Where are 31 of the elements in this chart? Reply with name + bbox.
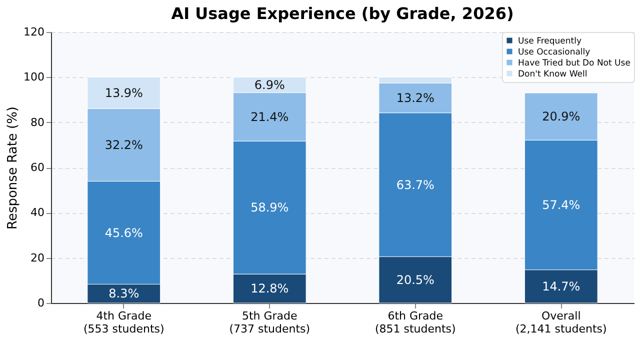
data-label: 13.2% — [396, 90, 434, 105]
y-tick-label: 0 — [38, 296, 44, 310]
y-axis-title: Response Rate (%) — [6, 106, 21, 230]
data-label: 6.9% — [254, 78, 285, 92]
data-label: 21.4% — [250, 110, 289, 124]
data-label: 20.5% — [396, 272, 434, 287]
y-tick-label: 60 — [30, 161, 44, 174]
data-label: 57.4% — [542, 198, 580, 212]
y-tick-label: 20 — [30, 251, 44, 264]
data-label: 13.9% — [104, 86, 143, 100]
legend-label: Don't Know Well — [518, 70, 588, 80]
data-label: 58.9% — [250, 200, 289, 215]
data-label: 8.3% — [108, 286, 140, 301]
x-tick-label: Overall (2,141 students) — [515, 310, 607, 336]
y-tick-label: 100 — [24, 70, 44, 84]
x-tick-label: 6th Grade (851 students) — [374, 310, 456, 336]
y-tick-label: 120 — [24, 26, 44, 38]
legend-label: Use Frequently — [518, 36, 582, 46]
legend-label: Use Occasionally — [518, 48, 590, 58]
x-tick-label: 5th Grade (737 students) — [229, 310, 310, 336]
data-label: 20.9% — [542, 110, 580, 124]
data-label: 32.2% — [104, 138, 143, 152]
legend-label: Have Tried but Do Not Use — [518, 58, 630, 68]
y-tick-label: 40 — [30, 206, 44, 220]
data-label: 14.7% — [542, 279, 580, 294]
data-label: 12.8% — [250, 282, 289, 296]
x-tick-label: 4th Grade (553 students) — [83, 310, 164, 336]
data-label: 45.6% — [104, 226, 143, 240]
y-tick-label: 80 — [30, 116, 44, 129]
chart-title: AI Usage Experience (by Grade, 2026) — [171, 4, 514, 23]
data-label: 63.7% — [396, 178, 434, 192]
